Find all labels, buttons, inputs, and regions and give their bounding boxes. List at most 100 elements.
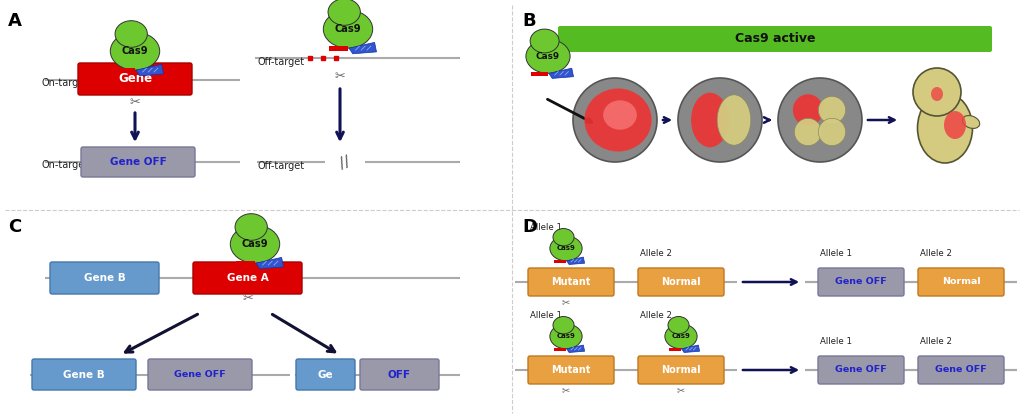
Polygon shape [566, 257, 585, 265]
Polygon shape [682, 345, 699, 352]
Text: Allele 1: Allele 1 [530, 223, 562, 232]
Text: Allele 2: Allele 2 [640, 249, 672, 258]
Text: Cas9 active: Cas9 active [735, 33, 815, 46]
Text: OFF: OFF [388, 370, 411, 380]
Bar [329, 46, 348, 51]
Text: Cas9: Cas9 [335, 24, 361, 34]
Ellipse shape [665, 324, 697, 349]
Ellipse shape [918, 93, 973, 163]
FancyBboxPatch shape [918, 268, 1004, 296]
Ellipse shape [324, 10, 373, 48]
Ellipse shape [550, 324, 582, 349]
Ellipse shape [818, 97, 846, 124]
Text: Gene: Gene [118, 72, 152, 86]
Bar [116, 68, 135, 73]
Ellipse shape [963, 115, 980, 128]
FancyBboxPatch shape [818, 268, 904, 296]
Text: Gene B: Gene B [63, 370, 104, 380]
Text: Allele 2: Allele 2 [640, 311, 672, 320]
Ellipse shape [668, 316, 689, 334]
Text: Cas9: Cas9 [242, 239, 268, 249]
Text: //: // [338, 154, 352, 172]
FancyBboxPatch shape [193, 262, 302, 294]
Ellipse shape [818, 118, 846, 145]
FancyBboxPatch shape [558, 26, 992, 52]
Ellipse shape [793, 94, 823, 126]
Text: Gene OFF: Gene OFF [110, 157, 166, 167]
Ellipse shape [795, 118, 821, 145]
FancyBboxPatch shape [50, 262, 159, 294]
Text: Cas9: Cas9 [557, 334, 575, 339]
Text: Mutant: Mutant [551, 277, 591, 287]
Circle shape [678, 78, 762, 162]
FancyBboxPatch shape [528, 268, 614, 296]
Text: C: C [8, 218, 22, 236]
Ellipse shape [530, 29, 559, 53]
Ellipse shape [236, 214, 267, 240]
Ellipse shape [603, 100, 637, 130]
Text: Gene OFF: Gene OFF [836, 278, 887, 286]
FancyBboxPatch shape [918, 356, 1004, 384]
Text: Normal: Normal [662, 365, 700, 375]
Ellipse shape [550, 236, 582, 261]
Text: Ge: Ge [317, 370, 334, 380]
Polygon shape [256, 257, 284, 269]
FancyBboxPatch shape [528, 356, 614, 384]
Bar [554, 347, 566, 351]
Ellipse shape [111, 32, 160, 70]
Ellipse shape [944, 111, 966, 139]
Text: ✂: ✂ [562, 385, 570, 395]
Text: Gene A: Gene A [226, 273, 268, 283]
Text: A: A [8, 12, 22, 30]
Ellipse shape [115, 21, 147, 47]
FancyBboxPatch shape [360, 359, 439, 390]
Text: Allele 1: Allele 1 [820, 337, 852, 346]
Text: Off-target: Off-target [257, 57, 304, 67]
Ellipse shape [931, 87, 943, 101]
Ellipse shape [328, 0, 360, 25]
FancyBboxPatch shape [32, 359, 136, 390]
Text: Cas9: Cas9 [122, 46, 148, 56]
Ellipse shape [553, 316, 574, 334]
Text: Allele 1: Allele 1 [530, 311, 562, 320]
Polygon shape [349, 42, 377, 54]
Ellipse shape [691, 93, 729, 147]
FancyBboxPatch shape [638, 268, 724, 296]
Text: Gene OFF: Gene OFF [935, 365, 987, 375]
Text: Mutant: Mutant [551, 365, 591, 375]
Polygon shape [549, 68, 573, 79]
Text: ✂: ✂ [243, 291, 253, 304]
Text: B: B [522, 12, 536, 30]
Text: Allele 1: Allele 1 [820, 249, 852, 258]
Text: Cas9: Cas9 [557, 245, 575, 251]
Text: Normal: Normal [942, 278, 980, 286]
Circle shape [778, 78, 862, 162]
FancyBboxPatch shape [148, 359, 252, 390]
Polygon shape [136, 64, 164, 76]
Text: Gene OFF: Gene OFF [836, 365, 887, 375]
Ellipse shape [553, 229, 574, 246]
Text: Allele 2: Allele 2 [920, 337, 952, 346]
Polygon shape [566, 345, 585, 352]
Text: Gene OFF: Gene OFF [174, 370, 226, 379]
Text: ✂: ✂ [562, 297, 570, 307]
Text: Allele 2: Allele 2 [920, 249, 952, 258]
Text: Off-target: Off-target [257, 161, 304, 171]
Text: Cas9: Cas9 [672, 334, 690, 339]
Text: On-target: On-target [42, 78, 89, 88]
FancyBboxPatch shape [638, 356, 724, 384]
Bar [531, 71, 548, 76]
Ellipse shape [230, 225, 280, 263]
FancyBboxPatch shape [296, 359, 355, 390]
Text: ✂: ✂ [130, 95, 140, 109]
Text: Gene B: Gene B [84, 273, 125, 283]
FancyBboxPatch shape [78, 63, 193, 95]
Bar [236, 261, 255, 266]
Ellipse shape [526, 39, 570, 73]
Text: ✂: ✂ [335, 69, 345, 82]
FancyBboxPatch shape [818, 356, 904, 384]
Text: Normal: Normal [662, 277, 700, 287]
Text: D: D [522, 218, 537, 236]
Circle shape [913, 68, 961, 116]
Ellipse shape [717, 95, 751, 145]
